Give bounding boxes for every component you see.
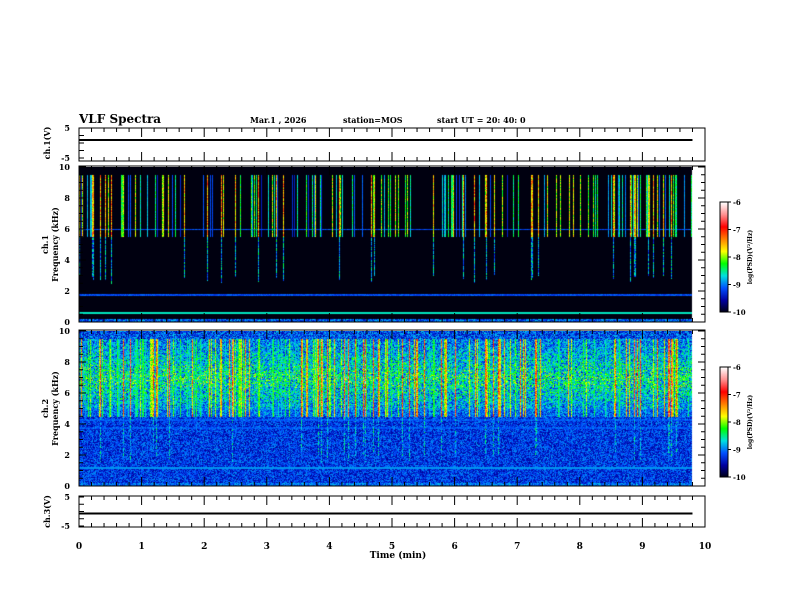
station-label: station=MOS [343, 115, 403, 125]
y-tick-label: 0 [64, 481, 70, 491]
x-tick-label: 8 [577, 542, 583, 552]
y-tick-label: 0 [64, 317, 70, 327]
colorbar-tick-label: -9 [733, 446, 741, 455]
y-tick-label: 10 [59, 162, 71, 172]
start-time-label: start UT = 20: 40: 0 [437, 115, 526, 125]
ch1-colorbar [720, 202, 728, 312]
x-tick-label: 5 [389, 542, 395, 552]
x-axis-label: Time (min) [370, 550, 427, 561]
colorbar-tick-label: -8 [733, 253, 741, 262]
colorbar-tick-label: -6 [733, 363, 741, 372]
y-tick-label: 5 [64, 123, 70, 133]
ch2-spectrogram-frame [78, 329, 706, 487]
figure-title: VLF Spectra [78, 112, 161, 126]
y-tick-label: 2 [64, 286, 70, 296]
colorbar-frame [719, 366, 729, 478]
ch1-spectrogram-frame [78, 165, 706, 323]
y-tick-label: 8 [64, 357, 70, 367]
x-tick-label: 7 [514, 542, 520, 552]
ch2-spectrogram-ylabel-channel: ch.2 [40, 399, 50, 418]
ch1-waveform-ylabel: ch.1(V) [42, 126, 52, 159]
x-tick-label: 0 [76, 542, 82, 552]
colorbar-tick-label: -7 [733, 391, 741, 400]
ch2-spectrogram-ylabel-frequency: Frequency (kHz) [50, 371, 60, 446]
date-label: Mar.1 , 2026 [250, 115, 307, 125]
y-tick-label: 2 [64, 450, 70, 460]
colorbar-tick-label: -6 [733, 198, 741, 207]
ch3-waveform-ylabel: ch.3(V) [42, 495, 52, 528]
colorbar-tick-label: -8 [733, 418, 741, 427]
ch2-spectrogram [79, 331, 705, 486]
colorbar-tick-label: -10 [733, 473, 746, 482]
ch2-colorbar [720, 367, 728, 477]
y-tick-label: 4 [64, 255, 70, 265]
y-tick-label: -5 [61, 521, 70, 531]
x-tick-label: 1 [138, 542, 144, 552]
y-tick-label: 10 [59, 326, 71, 336]
x-tick-label: 6 [451, 542, 457, 552]
ch1-spectrogram [79, 167, 705, 322]
y-tick-label: 8 [64, 193, 70, 203]
colorbar-tick-label: -10 [733, 308, 746, 317]
ch1-spectrogram-ylabel-frequency: Frequency (kHz) [50, 207, 60, 282]
colorbar-label: log(PSD)(V²/Hz) [747, 230, 754, 285]
ch1-spectrogram-ylabel-channel: ch.1 [40, 235, 50, 254]
x-tick-label: 3 [264, 542, 270, 552]
y-tick-label: 5 [64, 492, 70, 502]
colorbar-tick-label: -9 [733, 281, 741, 290]
y-tick-label: 6 [64, 224, 70, 234]
colorbar-label: log(PSD)(V²/Hz) [747, 395, 754, 450]
y-tick-label: 4 [64, 419, 70, 429]
x-tick-label: 4 [326, 542, 332, 552]
x-tick-label: 2 [201, 542, 207, 552]
x-tick-label: 10 [699, 542, 712, 552]
y-tick-label: 6 [64, 388, 70, 398]
x-tick-label: 9 [639, 542, 645, 552]
colorbar-tick-label: -7 [733, 226, 741, 235]
y-tick-label: -5 [61, 153, 70, 163]
colorbar-frame [719, 201, 729, 313]
